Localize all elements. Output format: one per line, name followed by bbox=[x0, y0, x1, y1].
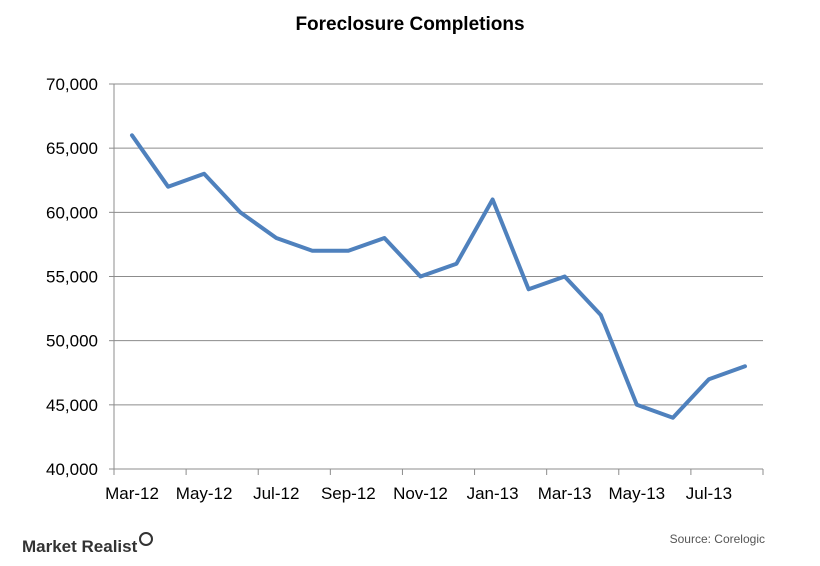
x-tick-label: Nov-12 bbox=[393, 484, 448, 503]
chart-title: Foreclosure Completions bbox=[295, 14, 524, 35]
x-tick-label: Mar-12 bbox=[105, 484, 159, 503]
y-tick-label: 40,000 bbox=[46, 460, 98, 479]
y-tick-label: 45,000 bbox=[46, 396, 98, 415]
y-tick-label: 60,000 bbox=[46, 203, 98, 222]
y-tick-label: 65,000 bbox=[46, 139, 98, 158]
y-tick-label: 70,000 bbox=[46, 75, 98, 94]
gridlines bbox=[114, 83, 763, 406]
brand-name: Market Realist bbox=[22, 537, 138, 556]
source-note: Source: Corelogic bbox=[669, 532, 765, 546]
series-group bbox=[130, 133, 747, 420]
x-axis-ticks: Mar-12 May-12 Jul-12 Sep-12 Nov-12 Jan-13 Mar-… bbox=[105, 469, 764, 503]
series-line bbox=[130, 133, 747, 420]
x-tick-label: May-13 bbox=[608, 484, 665, 503]
x-tick-label: Jan-13 bbox=[467, 484, 519, 503]
y-tick-label: 50,000 bbox=[46, 332, 98, 351]
x-tick-label: Jul-12 bbox=[253, 484, 299, 503]
x-tick-label: Mar-13 bbox=[538, 484, 592, 503]
x-tick-label: May-12 bbox=[176, 484, 233, 503]
y-tick-label: 55,000 bbox=[46, 268, 98, 287]
x-tick-label: Jul-13 bbox=[686, 484, 732, 503]
x-tick-label: Sep-12 bbox=[321, 484, 376, 503]
magnifier-icon bbox=[139, 532, 154, 546]
y-axis-ticks: 40,000 45,000 50,000 55,000 60,000 65,000 70,0… bbox=[46, 75, 114, 479]
brand-logo: Market Realist bbox=[22, 532, 154, 557]
